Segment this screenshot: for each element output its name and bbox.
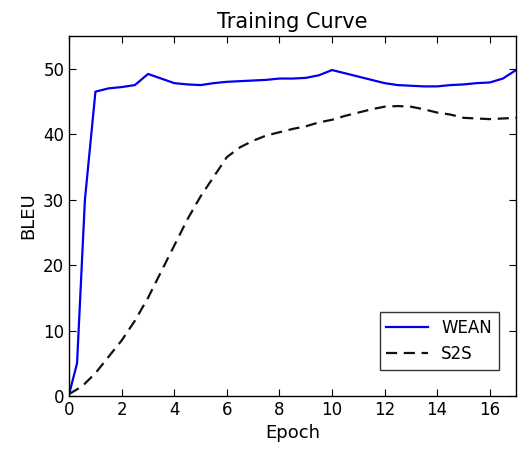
S2S	[355, 110, 362, 115]
S2S	[289, 126, 296, 132]
S2S	[197, 194, 204, 199]
Legend: WEAN, S2S: WEAN, S2S	[380, 312, 499, 369]
S2S	[315, 120, 322, 125]
S2S	[237, 144, 243, 150]
S2S	[473, 116, 480, 121]
WEAN	[460, 82, 467, 87]
WEAN	[92, 89, 98, 94]
S2S	[184, 216, 190, 222]
WEAN	[329, 68, 335, 73]
S2S	[513, 115, 519, 121]
Line: WEAN: WEAN	[69, 70, 516, 394]
S2S	[79, 383, 86, 389]
S2S	[381, 104, 388, 109]
WEAN	[342, 71, 348, 76]
WEAN	[500, 76, 506, 81]
WEAN	[211, 81, 217, 86]
S2S	[329, 117, 335, 122]
WEAN	[237, 78, 243, 84]
S2S	[211, 174, 217, 180]
WEAN	[132, 82, 138, 88]
WEAN	[447, 82, 453, 88]
WEAN	[421, 84, 427, 89]
S2S	[368, 107, 375, 112]
WEAN	[381, 81, 388, 86]
WEAN	[119, 84, 125, 90]
S2S	[434, 110, 440, 115]
S2S	[171, 243, 178, 248]
WEAN	[250, 78, 256, 83]
Line: S2S: S2S	[69, 106, 516, 394]
WEAN	[408, 83, 414, 89]
S2S	[421, 107, 427, 112]
Title: Training Curve: Training Curve	[218, 12, 368, 32]
WEAN	[368, 77, 375, 82]
WEAN	[303, 75, 309, 81]
S2S	[447, 112, 453, 117]
S2S	[145, 295, 151, 301]
S2S	[487, 117, 493, 122]
WEAN	[197, 82, 204, 88]
WEAN	[184, 82, 190, 87]
WEAN	[487, 80, 493, 85]
Y-axis label: BLEU: BLEU	[20, 193, 38, 239]
WEAN	[513, 68, 519, 73]
WEAN	[395, 82, 401, 88]
WEAN	[276, 76, 282, 81]
WEAN	[223, 79, 230, 85]
S2S	[408, 104, 414, 109]
WEAN	[473, 81, 480, 86]
S2S	[500, 116, 506, 121]
S2S	[132, 318, 138, 324]
S2S	[66, 392, 72, 397]
S2S	[119, 338, 125, 343]
S2S	[342, 113, 348, 118]
WEAN	[105, 86, 112, 91]
S2S	[276, 130, 282, 135]
WEAN	[289, 76, 296, 81]
WEAN	[355, 74, 362, 79]
WEAN	[434, 84, 440, 89]
WEAN	[158, 76, 164, 81]
S2S	[250, 138, 256, 144]
WEAN	[66, 392, 72, 397]
S2S	[105, 354, 112, 360]
WEAN	[74, 360, 80, 366]
WEAN	[145, 71, 151, 76]
WEAN	[315, 72, 322, 78]
WEAN	[171, 81, 178, 86]
S2S	[158, 269, 164, 274]
S2S	[223, 154, 230, 160]
X-axis label: Epoch: Epoch	[265, 424, 320, 442]
S2S	[92, 370, 98, 376]
S2S	[395, 104, 401, 109]
S2S	[263, 133, 270, 138]
S2S	[303, 124, 309, 129]
WEAN	[263, 77, 270, 82]
WEAN	[82, 197, 88, 202]
S2S	[460, 115, 467, 121]
